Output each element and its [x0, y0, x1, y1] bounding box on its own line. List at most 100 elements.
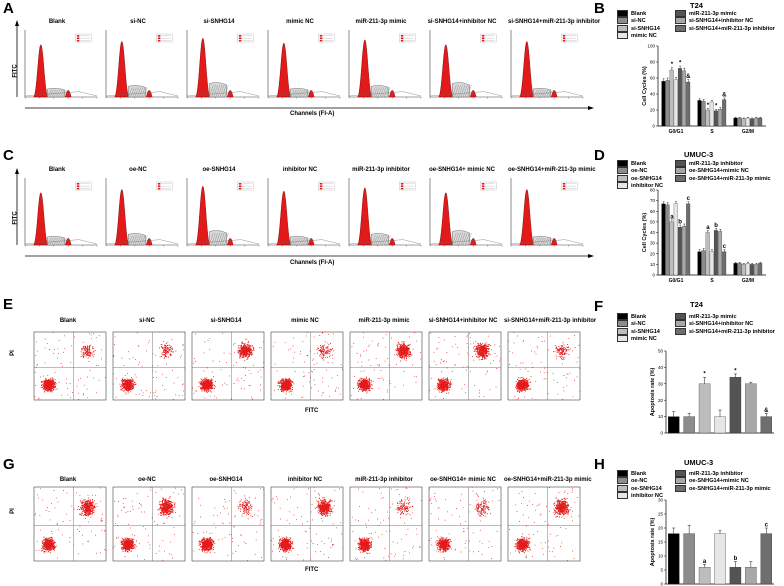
row-a-s-hatch-7-1: [535, 89, 540, 98]
row-c-histogram-4: [267, 178, 341, 247]
chart-b-bar: [701, 101, 706, 127]
row-e-dots-5: [351, 331, 422, 400]
chart-f-bar: [729, 377, 742, 434]
chart-f-y-tick-label: 40: [658, 365, 664, 370]
row-e-title-4: mimic NC: [291, 318, 319, 324]
row-c-fit-line-7: [510, 239, 584, 245]
row-c-g2-peak-6: [470, 238, 477, 246]
row-c-s-hatch-2-2: [132, 235, 137, 246]
row-g-dots-3: [192, 488, 265, 561]
row-a-s-hatch-4-7: [305, 89, 310, 98]
panel-label-h: H: [594, 456, 605, 473]
row-c-s-hatch-3-4: [217, 232, 223, 246]
chart-h-bar: [683, 533, 695, 585]
chart-d-legend-swatch: [617, 174, 628, 182]
chart-d-bar: [718, 231, 723, 276]
row-c-g1-peak-5: [357, 187, 373, 246]
row-a-s-hatch-2-3: [134, 87, 139, 98]
row-g-title-1: Blank: [59, 477, 77, 483]
row-c-s-hatch-6-4: [460, 232, 466, 246]
row-a-s-phase-2: [128, 85, 146, 98]
row-g-title-7: oe-SNHG14+miR-211-3p mimic: [504, 477, 592, 483]
row-a-fit-line-1: [24, 91, 98, 97]
row-c-title-7: oe-SNHG14+miR-211-3p mimic: [508, 167, 596, 173]
row-e-title-6: si-SNHG14+inhibitor NC: [428, 318, 498, 324]
row-c-s-hatch-3-2: [213, 232, 218, 246]
row-a-fit-line-7: [510, 91, 584, 97]
chart-h-legend-label: oe-SNHG14+miR-211-3p mimic: [689, 485, 771, 492]
chart-h-legend-item: oe-NC: [617, 477, 647, 485]
chart-h-legend-label: oe-SNHG14: [631, 485, 662, 492]
chart-f-legend-label: miR-211-3p mimic: [689, 313, 737, 320]
row-a-fit-line-6: [429, 91, 503, 97]
row-e-dots-4: [272, 332, 343, 399]
chart-b-bar: [737, 117, 742, 127]
chart-f-annotation: *: [734, 368, 737, 374]
row-e-dotplot-6: [428, 331, 502, 401]
row-e-dots-1: [34, 331, 106, 400]
row-g-title-4: inhibitor NC: [287, 477, 323, 483]
chart-d-y-tick-label: 50: [650, 219, 656, 224]
chart-f-legend-item: si-SNHG14: [617, 327, 660, 336]
row-c-mini-legend-swatch-7-1: [562, 185, 566, 187]
row-c-s-hatch-7-6: [546, 237, 551, 246]
chart-d-bar: [661, 203, 666, 276]
chart-b-legend-label: si-NC: [631, 18, 646, 25]
chart-b-bar: [705, 109, 710, 127]
chart-d-legend-swatch: [675, 160, 686, 167]
row-c-s-phase-1: [47, 236, 65, 246]
chart-b-legend-swatch: [617, 24, 628, 32]
row-c-s-hatch-5-1: [373, 235, 378, 246]
row-e-title-2: si-NC: [139, 318, 155, 324]
row-a-mini-legend-swatch-3-0: [238, 35, 242, 37]
row-c-s-hatch-5-4: [379, 235, 385, 246]
row-e-dotplot-frame-3: [191, 331, 265, 401]
row-a-histogram-1: [24, 30, 98, 99]
chart-h-y-label: Apoptosis rate (%): [650, 518, 656, 567]
chart-d-annotation: c: [723, 244, 727, 250]
row-a-g2-peak-4: [308, 90, 315, 98]
row-a-title-6: si-SNHG14+inhibitor NC: [427, 19, 497, 25]
row-a-s-hatch-6-7: [467, 84, 472, 98]
row-c-s-hatch-2-5: [138, 235, 144, 246]
row-a-mini-legend-6: [480, 33, 497, 43]
row-c-g1-peak-1: [33, 192, 49, 246]
row-e-dotplot-7: [507, 331, 581, 401]
chart-h-legend-swatch: [617, 484, 628, 492]
row-a-g2-peak-2: [146, 90, 153, 98]
chart-h-title: UMUC-3: [684, 458, 714, 467]
row-a-s-hatch-5-5: [381, 87, 387, 98]
chart-b-bar: [673, 79, 678, 127]
row-c-s-hatch-2-0: [128, 235, 133, 246]
chart-d-legend-swatch: [675, 167, 686, 175]
row-c-g1-peak-7: [519, 189, 535, 246]
row-a-s-hatch-5-3: [377, 87, 382, 98]
row-c-s-hatch-5-5: [381, 235, 387, 246]
chart-d-legend-swatch: [617, 160, 628, 167]
chart-d-y-tick-label: 0: [652, 273, 655, 278]
row-c-s-hatch-6-2: [456, 232, 461, 246]
row-a-mini-legend-swatch-4-2: [319, 39, 323, 42]
row-c-s-hatch-6-1: [454, 232, 459, 246]
chart-h-legend-swatch: [617, 477, 628, 485]
row-c-s-hatch-4-5: [300, 237, 306, 246]
row-g-title-5: miR-211-3p inhibitor: [355, 477, 413, 483]
chart-h-y-tick-label: 25: [658, 512, 664, 517]
row-c-y-arrowhead: [15, 168, 19, 174]
row-a-g2-peak-3: [227, 90, 234, 98]
chart-h-legend-swatch: [675, 484, 686, 492]
row-c-s-phase-7: [533, 236, 551, 246]
row-a-g2-peak-7: [551, 90, 558, 98]
row-c-mini-legend-6: [480, 181, 497, 191]
row-c-g1-peak-2: [114, 189, 130, 246]
chart-h-bar: [698, 567, 711, 585]
row-c-s-hatch-7-7: [548, 237, 553, 246]
row-g-dotplot-frame-1: [33, 486, 107, 562]
row-a-title-4: mimic NC: [286, 19, 314, 25]
chart-h-annotation: c: [765, 523, 769, 529]
row-a-histogram-5: [348, 30, 422, 99]
chart-f-y-tick-label: 50: [658, 349, 664, 354]
row-a-mini-legend-swatch-2-0: [157, 35, 161, 37]
row-c-histogram-5: [348, 178, 422, 247]
row-c-fit-line-3: [186, 239, 260, 245]
